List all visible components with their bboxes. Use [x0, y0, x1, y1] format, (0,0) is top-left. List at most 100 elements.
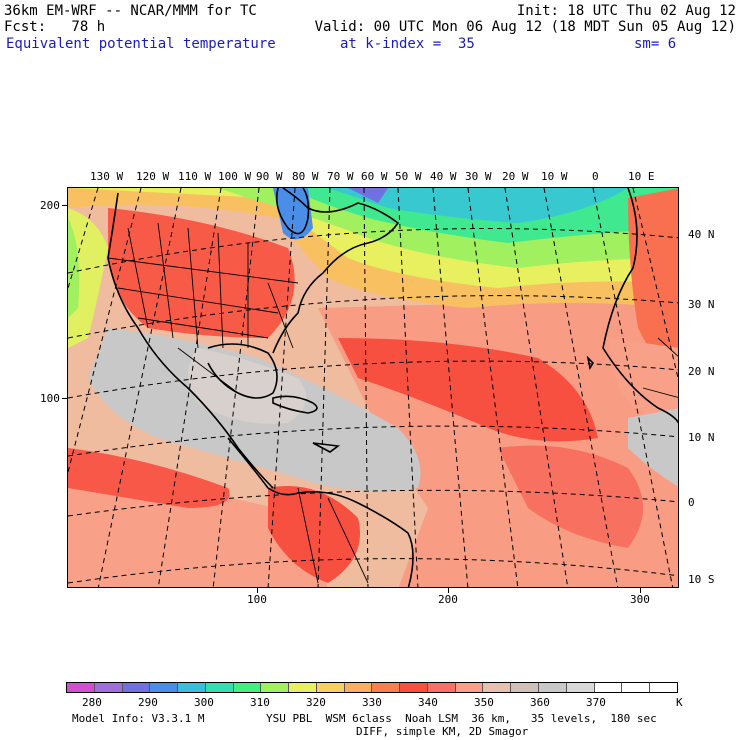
coast-gulf: [207, 343, 278, 399]
lon-label-40w: 40 W: [430, 170, 457, 183]
grid-x-tick: [257, 588, 258, 593]
colorbar-swatch: [289, 683, 317, 692]
field-name: Equivalent potential temperature: [6, 36, 276, 52]
colorbar-swatch: [566, 683, 595, 692]
grid-x-label-200: 200: [438, 593, 458, 606]
colorbar-label-340: 340: [418, 696, 438, 709]
grid-x-tick: [448, 588, 449, 593]
lat-line-0: [68, 489, 678, 517]
lon-label-20w: 20 W: [502, 170, 529, 183]
field-blue-hudson: [273, 188, 313, 240]
grid-x-tick: [640, 588, 641, 593]
colorbar-swatch: [150, 683, 179, 692]
valid-time: Valid: 00 UTC Mon 06 Aug 12 (18 MDT Sun …: [314, 19, 736, 35]
colorbar-swatch: [594, 683, 623, 692]
grid-y-label-100: 100: [40, 392, 60, 405]
colorbar-swatch: [205, 683, 234, 692]
init-time: Init: 18 UTC Thu 02 Aug 12: [516, 3, 736, 19]
grid-y-tick: [62, 205, 67, 206]
lon-label-10w: 10 W: [541, 170, 568, 183]
lat-line-10s: [68, 558, 678, 584]
coast-africa-europe: [602, 188, 678, 424]
smoothing-label: sm= 6: [634, 36, 677, 52]
colorbar-swatch: [650, 683, 677, 692]
colorbar-swatch: [233, 683, 262, 692]
colorbar-swatch: [122, 683, 151, 692]
colorbar-label-360: 360: [530, 696, 550, 709]
grid-x-label-100: 100: [247, 593, 267, 606]
coast-cuba: [272, 395, 318, 414]
coast-na-east: [272, 188, 400, 354]
theta-e-map: [68, 188, 678, 587]
lat-label-30n: 30 N: [688, 298, 715, 311]
colorbar-swatch: [94, 683, 123, 692]
lon-label-100w: 100 W: [218, 170, 252, 183]
lat-line-30n: [68, 295, 678, 339]
lon-label-30w: 30 W: [465, 170, 492, 183]
colorbar-swatch: [511, 683, 540, 692]
lat-line-20n: [68, 360, 678, 399]
colorbar-swatch: [622, 683, 651, 692]
coast-sa-north: [227, 437, 414, 587]
grid-y-label-200: 200: [40, 199, 60, 212]
colorbar-label-290: 290: [138, 696, 158, 709]
grid-y-tick: [62, 398, 67, 399]
colorbar-swatch: [178, 683, 206, 692]
lat-line-10n: [68, 425, 678, 457]
lon-label-120w: 120 W: [136, 170, 170, 183]
field-cyan-north: [328, 188, 628, 223]
colorbar-swatch: [344, 683, 373, 692]
lat-label-10n: 10 N: [688, 431, 715, 444]
field-red-africa-w: [498, 445, 643, 548]
colorbar-swatch: [483, 683, 512, 692]
forecast-hour: Fcst: 78 h: [4, 19, 106, 35]
colorbar-label-330: 330: [362, 696, 382, 709]
lat-label-20n: 20 N: [688, 365, 715, 378]
map-plot: [67, 187, 679, 588]
colorbar-swatch: [427, 683, 456, 692]
colorbar: [66, 682, 678, 693]
colorbar-label-300: 300: [194, 696, 214, 709]
lon-label-50w: 50 W: [395, 170, 422, 183]
colorbar-swatch: [455, 683, 484, 692]
colorbar-label-370: 370: [586, 696, 606, 709]
colorbar-label-320: 320: [306, 696, 326, 709]
diffusion-info: DIFF, simple KM, 2D Smagor: [356, 725, 529, 738]
lon-label-0: 0: [592, 170, 599, 183]
lon-label-110w: 110 W: [178, 170, 212, 183]
field-red-atlantic: [338, 338, 598, 442]
lon-label-10e: 10 E: [628, 170, 655, 183]
lon-label-70w: 70 W: [327, 170, 354, 183]
coast-hispaniola: [312, 442, 341, 453]
field-salmon-south: [68, 478, 328, 587]
field-red-pacific: [68, 448, 230, 508]
colorbar-swatch: [539, 683, 567, 692]
coast-na-west: [107, 192, 274, 489]
coastlines: [107, 188, 678, 587]
graticule-lat: [68, 228, 678, 584]
lat-label-10s: 10 S: [688, 573, 715, 586]
field-yellow-pacific: [68, 208, 108, 348]
colorbar-label-350: 350: [474, 696, 494, 709]
coast-hudson: [275, 188, 310, 235]
level-label: at k-index = 35: [340, 36, 475, 52]
coast-canaries: [586, 355, 595, 371]
field-red-samerica: [268, 486, 360, 583]
colorbar-label-310: 310: [250, 696, 270, 709]
colorbar-label-280: 280: [82, 696, 102, 709]
field-red-europe: [628, 188, 678, 387]
colorbar-swatch: [400, 683, 428, 692]
colorbar-swatch: [261, 683, 290, 692]
lon-label-80w: 80 W: [292, 170, 319, 183]
lon-label-60w: 60 W: [361, 170, 388, 183]
lon-label-130w: 130 W: [90, 170, 124, 183]
lat-label-0: 0: [688, 496, 695, 509]
lon-label-90w: 90 W: [256, 170, 283, 183]
model-info: Model Info: V3.3.1 M: [72, 712, 205, 725]
lat-label-40n: 40 N: [688, 228, 715, 241]
field-violet-labrador: [348, 188, 388, 203]
lat-line-40n: [68, 228, 678, 274]
political-borders: [107, 222, 678, 584]
colorbar-swatch: [67, 683, 95, 692]
model-title: 36km EM-WRF -- NCAR/MMM for TC: [4, 3, 257, 19]
